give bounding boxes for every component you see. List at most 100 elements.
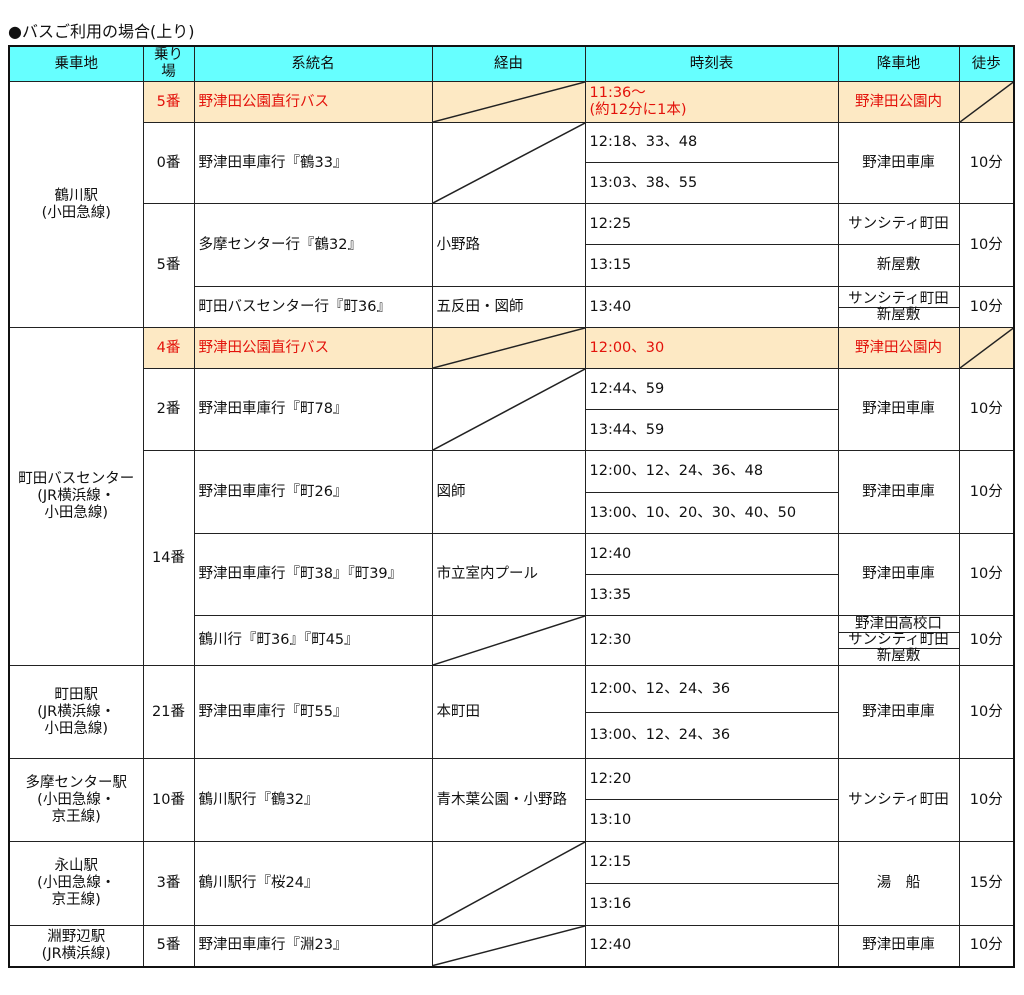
via-cell: 五反田・図師 (431, 286, 586, 328)
route-cell: 野津田車庫行『町38』『町39』 (193, 533, 433, 616)
header-times: 時刻表 (584, 45, 839, 82)
table-row: 野津田車庫行『町38』『町39』 市立室内プール 12:40 野津田車庫 10分 (9, 533, 1015, 616)
table-row: 13:10 (9, 799, 1014, 842)
stop-cell: 14番 (142, 450, 195, 666)
stop-cell: 4番 (142, 327, 195, 369)
time-cell: 11:36～ (約12分に1本) (584, 81, 839, 123)
header-dest: 降車地 (837, 45, 960, 82)
via-empty (431, 615, 586, 666)
table-row: 鶴川駅 (小田急線) 5番 野津田公園直行バス 11:36～ (約12分に1本)… (8, 81, 1015, 328)
stop-cell: 5番 (142, 81, 195, 123)
route-cell: 野津田車庫行『町55』 (193, 665, 433, 759)
route-cell: 野津田公園直行バス (193, 81, 433, 123)
walk-cell: 10分 (958, 203, 1015, 287)
dest-cell: サンシティ町田 (837, 758, 960, 842)
table-row: 13:35 (9, 574, 1014, 616)
walk-empty (958, 81, 1015, 123)
station-cell: 多摩センター駅 (小田急線・ 京王線) (8, 758, 144, 842)
table-row: 5番 多摩センター行『鶴32』 小野路 12:25 サンシティ町田 10分 (9, 203, 1015, 328)
route-cell: 野津田車庫行『淵23』 (193, 925, 433, 967)
header-walk: 徒歩 (958, 45, 1015, 82)
station-cell: 町田バスセンター (JR横浜線・ 小田急線) (8, 327, 144, 666)
route-cell: 鶴川行『町36』『町45』 (193, 615, 433, 666)
stop-cell: 0番 (142, 122, 195, 204)
table-row: 町田バスセンター (JR横浜線・ 小田急線) 4番 野津田公園直行バス 12:0… (8, 327, 1015, 666)
table-row: 13:03、38、55 (9, 162, 1014, 204)
dest-cell: 野津田公園内 (837, 81, 960, 123)
dest-stack: サンシティ町田 新屋敷 (837, 286, 960, 328)
dest-item: 野津田高校口 (855, 616, 942, 632)
stop-cell: 21番 (142, 665, 195, 759)
time-cell: 13:44、59 (584, 409, 839, 451)
via-empty (431, 841, 586, 926)
route-cell: 野津田車庫行『町78』 (193, 368, 433, 451)
table-row: 13:44、59 (9, 409, 1014, 451)
walk-cell: 10分 (958, 450, 1015, 534)
walk-cell: 10分 (958, 925, 1015, 967)
walk-cell: 10分 (958, 758, 1015, 842)
time-cell: 12:25 (584, 203, 839, 245)
walk-cell: 10分 (958, 368, 1015, 451)
via-empty (431, 81, 586, 123)
dest-cell: 野津田車庫 (837, 122, 960, 204)
table-row: 鶴川行『町36』『町45』 12:30 野津田高校口 サンシティ町田 新屋敷 10分 (9, 615, 1015, 666)
table-row: 町田バスセンター行『町36』 五反田・図師 13:40 サンシティ町田 新屋敷 1… (9, 286, 1015, 328)
table-row: 町田駅 (JR横浜線・ 小田急線) 21番 野津田車庫行『町55』 本町田 12… (8, 665, 1015, 759)
table-row: 14番 野津田車庫行『町26』 図師 12:00、12、24、36、48 野津田… (9, 450, 1015, 666)
time-cell: 13:00、12、24、36 (584, 712, 839, 759)
dest-cell: 野津田車庫 (837, 368, 960, 451)
time-cell: 13:00、10、20、30、40、50 (584, 492, 839, 534)
time-cell: 13:16 (584, 883, 839, 926)
header-route: 系統名 (193, 45, 433, 82)
station-cell: 永山駅 (小田急線・ 京王線) (8, 841, 144, 926)
time-cell: 12:40 (584, 533, 839, 575)
time-cell: 13:03、38、55 (584, 162, 839, 204)
dest-cell: 野津田公園内 (837, 327, 960, 369)
route-cell: 野津田車庫行『鶴33』 (193, 122, 433, 204)
via-empty (431, 327, 586, 369)
header-stop: 乗り場 (142, 45, 195, 82)
station-cell: 鶴川駅 (小田急線) (8, 81, 144, 328)
dest-item: サンシティ町田 (848, 290, 949, 307)
header-row: 乗車地 乗り場 系統名 経由 時刻表 降車地 徒歩 (8, 45, 1015, 82)
dest-cell: 野津田車庫 (837, 533, 960, 616)
dest-item: 新屋敷 (839, 306, 958, 323)
table-row: 13:16 (9, 883, 1014, 926)
walk-cell: 10分 (958, 122, 1015, 204)
stop-cell: 3番 (142, 841, 195, 926)
station-cell: 淵野辺駅 (JR横浜線) (8, 925, 144, 967)
table-row: 多摩センター駅 (小田急線・ 京王線) 10番 鶴川駅行『鶴32』 青木葉公園・… (8, 758, 1015, 842)
via-cell: 市立室内プール (431, 533, 586, 616)
stop-cell: 5番 (142, 203, 195, 328)
time-cell: 12:20 (584, 758, 839, 800)
time-cell: 12:00、30 (584, 327, 839, 369)
bus-timetable: 乗車地 乗り場 系統名 経由 時刻表 降車地 徒歩 鶴川駅 (小田急線) 5番 … (8, 45, 1015, 968)
table-row: 13:00、10、20、30、40、50 (9, 492, 1014, 534)
time-cell: 12:18、33、48 (584, 122, 839, 163)
time-cell: 13:40 (584, 286, 839, 328)
walk-empty (958, 327, 1015, 369)
walk-cell: 10分 (958, 665, 1015, 759)
walk-cell: 10分 (958, 615, 1015, 666)
page-title: ●バスご利用の場合(上り) (8, 22, 195, 41)
time-cell: 13:15 (584, 244, 839, 287)
stop-cell: 5番 (142, 925, 195, 967)
time-cell: 12:00、12、24、36、48 (584, 450, 839, 493)
time-cell: 13:10 (584, 799, 839, 842)
dest-cell: 新屋敷 (837, 244, 960, 287)
time-cell: 12:15 (584, 841, 839, 884)
dest-cell: 野津田車庫 (837, 665, 960, 759)
time-cell: 13:35 (584, 574, 839, 616)
time-cell: 12:00、12、24、36 (584, 665, 839, 713)
route-cell: 鶴川駅行『鶴32』 (193, 758, 433, 842)
table-row: 永山駅 (小田急線・ 京王線) 3番 鶴川駅行『桜24』 12:15 湯 船 1… (8, 841, 1015, 926)
dest-stack: 野津田高校口 サンシティ町田 新屋敷 (837, 615, 960, 666)
route-cell: 野津田公園直行バス (193, 327, 433, 369)
walk-cell: 10分 (958, 286, 1015, 328)
route-cell: 町田バスセンター行『町36』 (193, 286, 433, 328)
dest-cell: 野津田車庫 (837, 450, 960, 534)
stop-cell: 2番 (142, 368, 195, 451)
dest-cell: 野津田車庫 (837, 925, 960, 967)
via-cell: 図師 (431, 450, 586, 534)
dest-cell: サンシティ町田 (837, 203, 960, 245)
